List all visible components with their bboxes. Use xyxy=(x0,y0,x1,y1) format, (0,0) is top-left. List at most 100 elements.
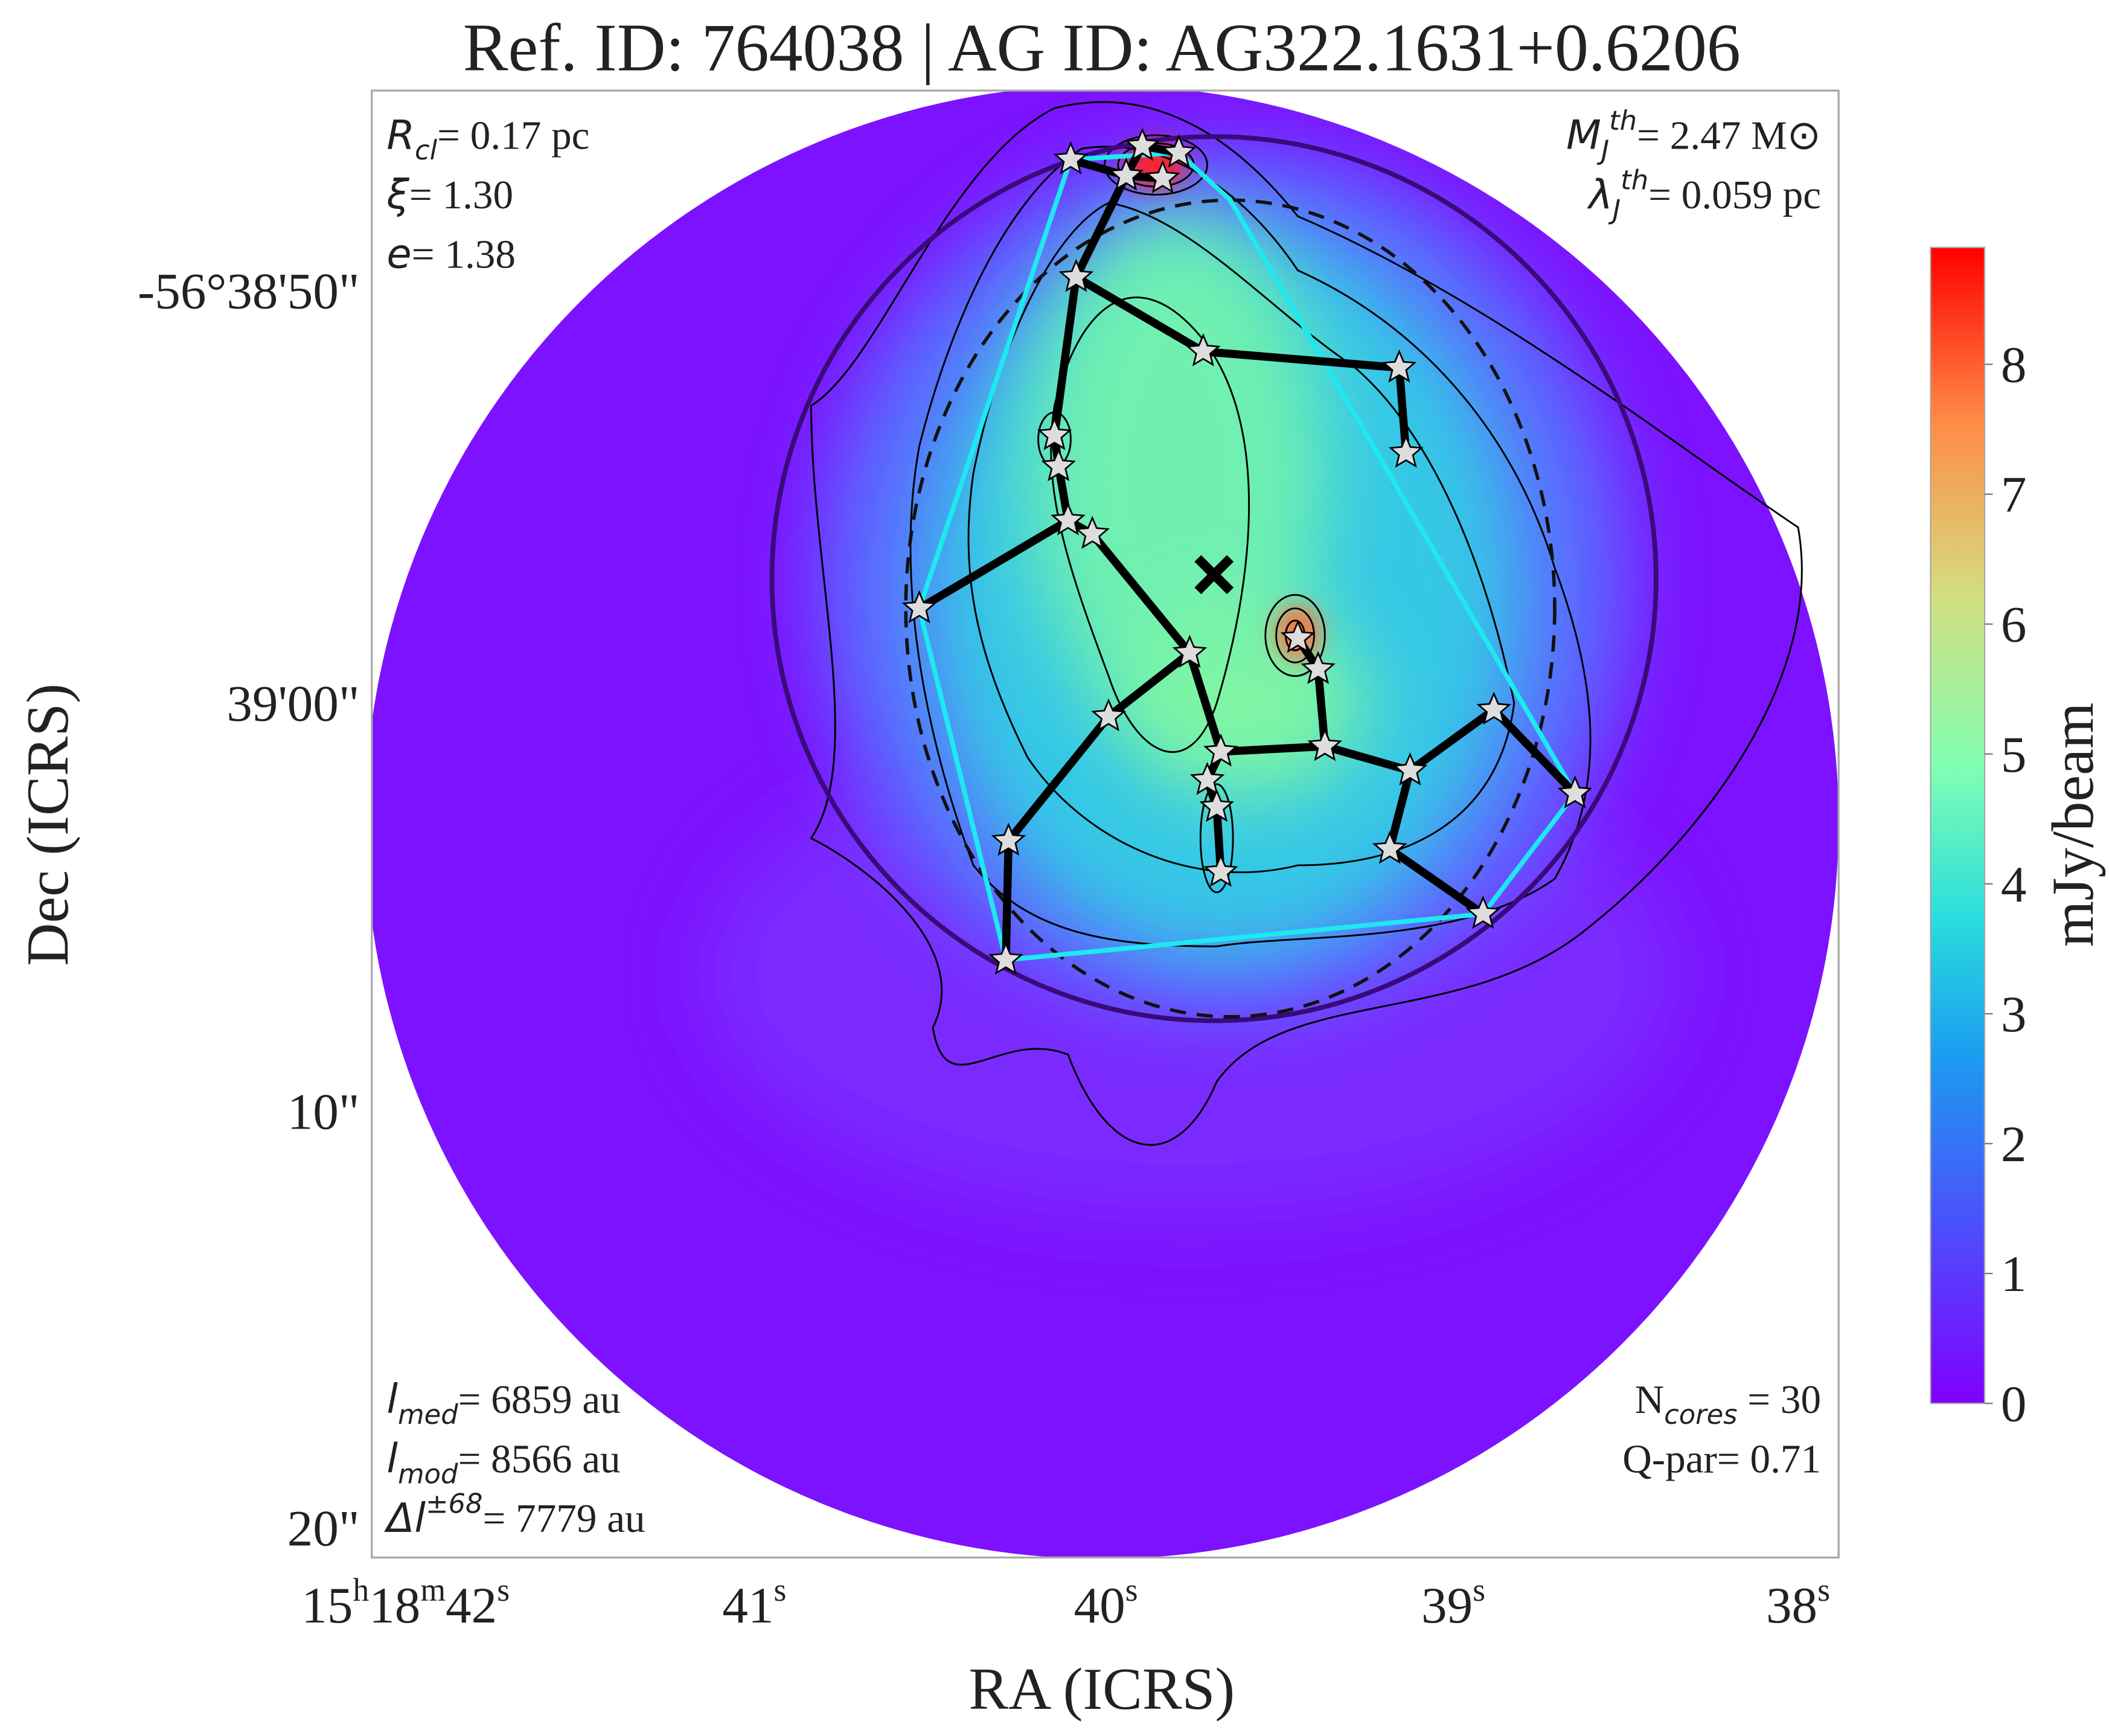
tick-unit: h xyxy=(353,1572,369,1608)
tick-unit: s xyxy=(1125,1572,1138,1608)
annotation: λJth= 0.059 pc xyxy=(1587,164,1821,225)
annotation: e= 1.38 xyxy=(386,230,516,277)
symbol: R xyxy=(386,111,415,158)
core xyxy=(1075,516,1110,549)
core xyxy=(1388,434,1424,468)
x-tick-label: 39s xyxy=(1421,1572,1485,1634)
symbol: e xyxy=(386,230,411,277)
symbol: l xyxy=(386,1376,398,1423)
core xyxy=(1372,830,1407,864)
mst-edge xyxy=(1050,277,1080,436)
mst-edge xyxy=(1106,650,1192,720)
x-tick-label: 15h18m42s xyxy=(301,1572,510,1634)
annotation: Δl±68= 7779 au xyxy=(383,1488,645,1542)
core xyxy=(1307,728,1343,761)
subscript: med xyxy=(398,1398,458,1430)
core xyxy=(1392,752,1428,786)
annotation-text: = 1.30 xyxy=(409,172,513,217)
core xyxy=(1185,333,1221,367)
annotation-text: = 0.17 pc xyxy=(437,112,589,158)
colorbar-tick-label: 3 xyxy=(2001,986,2027,1043)
annotation-text: = 6859 au xyxy=(458,1377,621,1422)
colorbar-tick-label: 1 xyxy=(2001,1246,2027,1302)
symbol: λ xyxy=(1587,171,1613,218)
tick-unit: m xyxy=(420,1572,446,1608)
colorbar-tick-label: 2 xyxy=(2001,1116,2027,1173)
symbol: Δl xyxy=(383,1494,426,1542)
core xyxy=(1145,160,1180,194)
x-axis-label: RA (ICRS) xyxy=(969,1656,1235,1722)
subscript: mod xyxy=(398,1458,458,1490)
colorbar-label: mJy/beam xyxy=(2040,702,2106,947)
mst-edge xyxy=(1491,706,1578,797)
colorbar-tick-label: 4 xyxy=(2001,856,2027,913)
core xyxy=(1203,733,1238,767)
annotation-text: = 2.47 M⊙ xyxy=(1637,112,1821,158)
tick-unit: s xyxy=(774,1572,787,1608)
annotation: Ncores = 30 xyxy=(1635,1377,1821,1430)
core xyxy=(1109,157,1144,191)
annotation: lmod= 8566 au xyxy=(386,1435,620,1490)
annotation: ξ= 1.30 xyxy=(386,171,513,218)
x-tick-label: 38s xyxy=(1766,1572,1830,1634)
superscript: th xyxy=(1609,104,1637,136)
colorbar-tick-label: 7 xyxy=(2001,467,2027,524)
core xyxy=(1172,635,1208,668)
mst-edge xyxy=(1387,845,1486,918)
core xyxy=(1051,502,1086,536)
tick-number: 42 xyxy=(446,1577,497,1634)
core xyxy=(1557,775,1593,809)
tick-number: 41 xyxy=(722,1577,773,1634)
annotation: Q-par= 0.71 xyxy=(1622,1436,1821,1481)
core xyxy=(1199,789,1235,822)
superscript: th xyxy=(1621,164,1648,196)
core xyxy=(1189,761,1225,795)
core xyxy=(1301,651,1336,684)
tick-unit: s xyxy=(1817,1572,1830,1608)
mst-edge xyxy=(1005,714,1112,844)
annotation: lmed= 6859 au xyxy=(386,1376,620,1430)
mst-edge xyxy=(1072,174,1130,279)
subscript: cl xyxy=(415,134,438,166)
annotation-text: Q-par= 0.71 xyxy=(1622,1436,1821,1481)
tick-number: 40 xyxy=(1074,1577,1125,1634)
core xyxy=(901,590,937,624)
core xyxy=(988,941,1023,975)
core xyxy=(1476,691,1512,725)
symbol: M xyxy=(1566,111,1601,158)
mst-edge xyxy=(1002,841,1013,960)
superscript: ±68 xyxy=(426,1488,482,1520)
x-tick-label: 40s xyxy=(1074,1572,1138,1634)
colorbar-tick-label: 8 xyxy=(2001,336,2027,393)
mst-edge xyxy=(1203,347,1400,372)
symbol: N xyxy=(1635,1377,1665,1422)
symbol: l xyxy=(386,1435,398,1482)
core xyxy=(1091,698,1126,732)
mst-edge xyxy=(1220,742,1325,756)
mst-edge xyxy=(917,517,1071,612)
y-axis-label: Dec (ICRS) xyxy=(15,684,81,966)
x-tick-label: 41s xyxy=(722,1572,786,1634)
core xyxy=(1381,349,1417,383)
mst-edge xyxy=(1186,652,1225,753)
y-tick-label: -56°38'50" xyxy=(138,263,360,320)
colorbar-tick-label: 6 xyxy=(2001,597,2027,653)
tick-number: 38 xyxy=(1766,1577,1817,1634)
core xyxy=(1280,620,1316,653)
y-tick-label: 20" xyxy=(287,1500,360,1557)
tick-unit: s xyxy=(497,1572,510,1608)
core xyxy=(1203,853,1238,887)
mst-edge xyxy=(1089,531,1193,656)
annotation: MJth= 2.47 M⊙ xyxy=(1566,104,1821,166)
tick-number: 15 xyxy=(301,1577,353,1634)
title: Ref. ID: 764038 | AG ID: AG322.1631+0.62… xyxy=(463,10,1741,85)
subscript: cores xyxy=(1664,1398,1737,1430)
core xyxy=(1037,417,1072,450)
mst-edge xyxy=(1074,274,1206,355)
symbol: ξ xyxy=(386,171,409,218)
tick-number: 18 xyxy=(369,1577,420,1634)
colorbar xyxy=(1930,246,1986,1404)
annotation-text: = 1.38 xyxy=(412,231,516,277)
annotation-text: = 0.059 pc xyxy=(1648,172,1821,217)
